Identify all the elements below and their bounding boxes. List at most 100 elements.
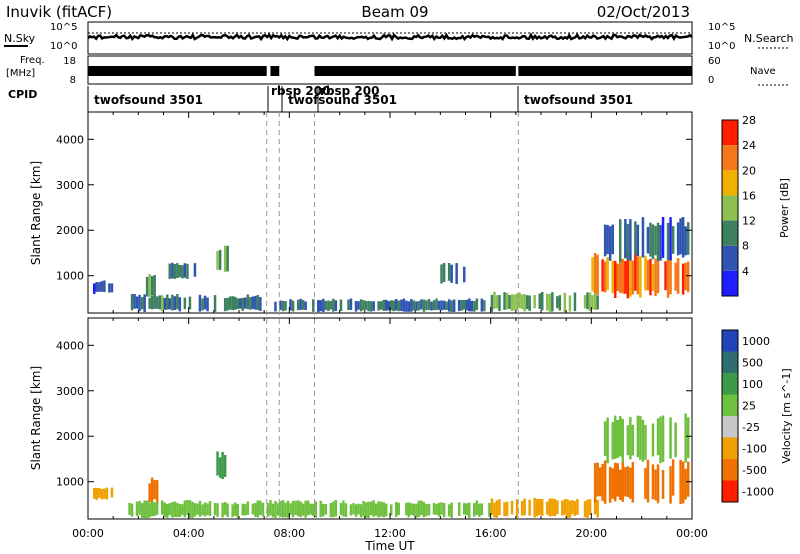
power-cell [636, 224, 640, 257]
cpid-seg-5: twofsound 3501 [524, 93, 633, 107]
velocity-cell [176, 502, 179, 518]
velocity-cell [128, 502, 131, 515]
velocity-cell [143, 500, 146, 518]
velocity-cell [639, 416, 642, 460]
power-cell [289, 299, 292, 311]
power-cell [188, 296, 192, 310]
power-cell [437, 300, 441, 310]
velocity-cell [98, 488, 101, 498]
x-tick-label: 20:00 [575, 527, 607, 540]
power-cell [614, 260, 617, 298]
velocity-cell [684, 468, 687, 500]
power-cell [420, 299, 423, 310]
velocity-cell [344, 503, 348, 517]
power-cell [274, 301, 277, 312]
velocity-cell [687, 461, 690, 497]
power-cell [518, 292, 521, 309]
power-cell [629, 219, 632, 261]
velocity-cell [674, 422, 677, 458]
velocity-cell [246, 501, 250, 515]
velocity-cell [563, 499, 567, 515]
velocity-cell [415, 503, 418, 518]
velocity-cell [100, 489, 104, 500]
velocity-cell [551, 498, 554, 516]
velocity-cell [407, 502, 411, 518]
power-cell [359, 299, 363, 312]
power-cell [470, 300, 473, 312]
velocity-cell [286, 500, 290, 518]
power-cell [296, 299, 300, 311]
velocity-cell [669, 417, 672, 459]
velocity-cell [568, 500, 572, 518]
power-cell [244, 297, 247, 309]
velocity-cell [614, 462, 617, 502]
power-colorbar-tick: 4 [742, 265, 749, 278]
power-cell [442, 300, 446, 310]
power-cell [173, 264, 177, 279]
velocity-cell [495, 500, 499, 518]
velocity-cell [296, 500, 300, 517]
velocity-cell [206, 503, 209, 516]
velocity-cell [354, 504, 358, 517]
power-cell [246, 294, 250, 310]
velocity-cell [221, 451, 224, 479]
velocity-cell [422, 501, 426, 518]
power-cell [168, 263, 171, 279]
velocity-colorbar-tick: 1000 [742, 335, 770, 348]
power-cell [646, 226, 650, 254]
velocity-cell [515, 499, 519, 518]
power-cell [161, 295, 164, 312]
velocity-cell [603, 460, 607, 504]
velocity-cell [395, 502, 398, 517]
velocity-colorbar-tick: -25 [742, 421, 760, 434]
velocity-cell [319, 500, 322, 517]
power-cell [153, 295, 156, 309]
power-cell [515, 293, 519, 311]
power-cell [463, 300, 466, 310]
velocity-cell [140, 503, 144, 518]
power-cell [440, 264, 443, 284]
velocity-cell [536, 498, 539, 517]
velocity-cell [322, 503, 325, 517]
station-title: Inuvik (fitACF) [6, 3, 112, 21]
velocity-cell [188, 500, 192, 518]
velocity-cell [588, 499, 592, 516]
power-cell [226, 245, 229, 272]
velocity-cell [420, 500, 423, 515]
power-cell [533, 295, 536, 309]
velocity-cell [528, 499, 531, 516]
freq-tick-bottom: 8 [70, 75, 76, 86]
nave-label: Nave [750, 66, 776, 77]
power-cell [641, 217, 645, 258]
power-cell [674, 262, 677, 291]
velocity-cell [173, 501, 177, 518]
velocity-cell [468, 502, 471, 518]
power-cell [415, 301, 418, 311]
velocity-cell [598, 467, 602, 497]
freq-tick-top: 18 [63, 56, 76, 67]
velocity-cell [596, 499, 599, 518]
time-xlabel: Time UT [364, 539, 415, 553]
power-cell [639, 256, 642, 298]
power-cell [510, 294, 514, 311]
velocity-cell [110, 487, 114, 498]
power-cell [654, 225, 657, 256]
velocity-cell [236, 504, 239, 518]
velocity-cell [284, 502, 287, 518]
velocity-cell [417, 500, 421, 517]
power-cell [354, 301, 358, 312]
nsky-tick-top-left: 10^5 [50, 22, 77, 33]
power-cell [440, 300, 443, 311]
power-cell [223, 298, 227, 312]
cpid-seg-4: twofsound 3501 [288, 93, 397, 107]
x-tick-label: 00:00 [676, 527, 708, 540]
velocity-cell [385, 503, 388, 517]
velocity-cell [390, 504, 393, 516]
power-cell [228, 296, 232, 310]
velocity-colorbar-swatch [722, 373, 738, 395]
power-cell [392, 300, 395, 312]
power-cell [155, 296, 159, 309]
velocity-cell [541, 499, 544, 516]
velocity-cell [329, 502, 333, 518]
freq-panel: Freq. [MHz] 18 8 60 0 Nave [6, 55, 788, 86]
